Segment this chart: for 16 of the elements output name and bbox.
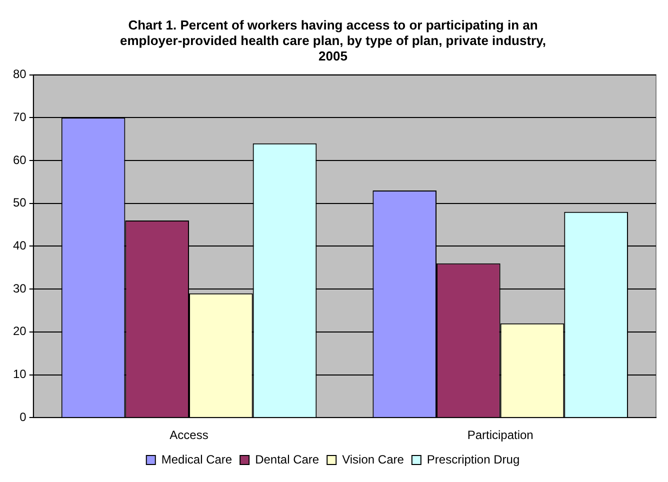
legend-label: Dental Care xyxy=(255,452,320,466)
y-tick-label: 80 xyxy=(12,67,27,82)
chart-title: Chart 1. Percent of workers having access to or participating in an employer-provided health care plan, by type of plan, private industry, 2005 xyxy=(120,17,546,64)
x-tick-label: Access xyxy=(170,428,208,442)
y-tick-label: 50 xyxy=(12,196,27,210)
y-tick-label: 0 xyxy=(20,410,27,424)
x-tick-label: Participation xyxy=(467,428,534,442)
y-tick-label: 40 xyxy=(12,238,27,253)
legend-label: Vision Care xyxy=(342,452,404,466)
legend-label: Prescription Drug xyxy=(426,452,520,466)
y-tick-label: 30 xyxy=(12,281,27,296)
y-tick-label: 70 xyxy=(12,110,27,124)
legend-label: Medical Care xyxy=(161,452,232,466)
y-tick-label: 10 xyxy=(12,367,27,382)
y-tick-label: 60 xyxy=(12,152,27,167)
y-tick-label: 20 xyxy=(12,324,27,338)
